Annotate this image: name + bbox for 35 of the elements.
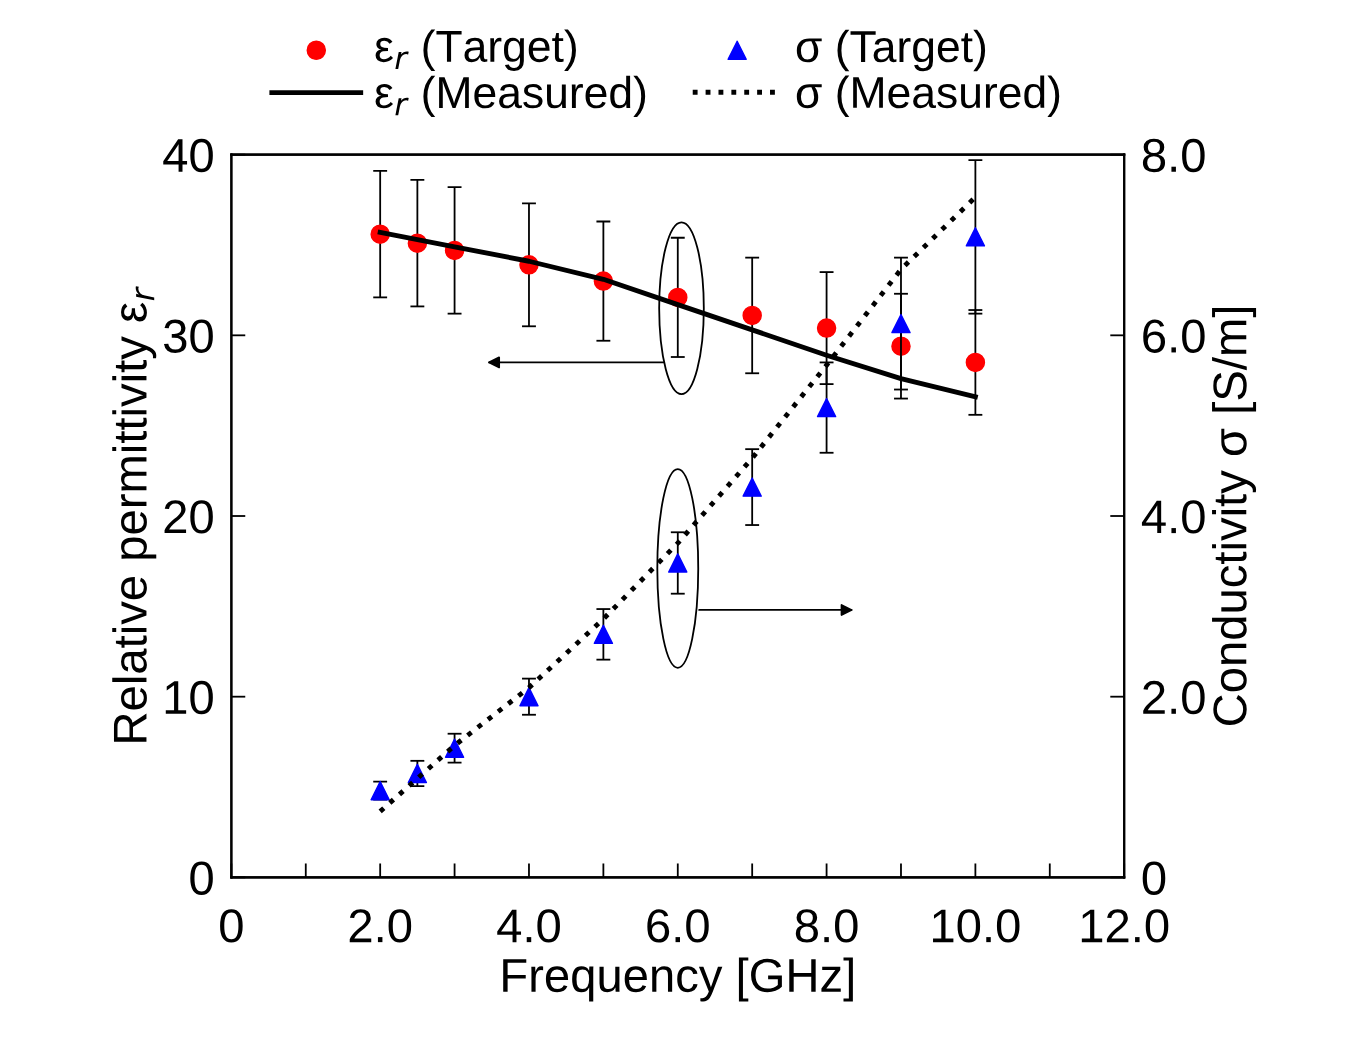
point xyxy=(519,686,539,707)
y-tick-label: 10 xyxy=(165,680,213,715)
x-tick-label: 12.0 xyxy=(1081,909,1169,943)
point xyxy=(816,397,837,418)
y-tick-label: 0 xyxy=(190,861,213,895)
y2-tick-label: 8.0 xyxy=(1142,138,1205,173)
x-tick-label: 0 xyxy=(220,909,243,943)
x-tick-label: 2.0 xyxy=(349,909,412,943)
x-tick-label: 4.0 xyxy=(497,909,560,943)
legend-label: σ (Target) xyxy=(796,29,986,72)
point xyxy=(965,352,986,373)
y2-tick-label: 6.0 xyxy=(1143,319,1205,353)
point xyxy=(891,313,911,334)
y-tick-label: 40 xyxy=(163,138,213,173)
y-tick-label: 20 xyxy=(164,500,213,534)
point xyxy=(444,738,465,758)
x-tick-label: 10.0 xyxy=(933,909,1020,943)
x-tick-label: 8.0 xyxy=(795,909,858,943)
point xyxy=(965,227,986,247)
y2-tick-label: 4.0 xyxy=(1141,500,1205,534)
legend-label: σ (Measured) xyxy=(796,75,1060,117)
point xyxy=(742,477,762,497)
y2-tick-label: 2.0 xyxy=(1143,680,1205,715)
y-axis-title: Relative permittivity ε$_{r}$ xyxy=(112,286,157,742)
point xyxy=(742,305,762,326)
x-tick-label: 6.0 xyxy=(647,909,709,943)
point xyxy=(593,624,614,645)
y2-axis-title: Conductivity σ [S/m] xyxy=(1212,307,1257,725)
y-tick-label: 30 xyxy=(163,319,213,353)
x-axis-title: Frequency [GHz] xyxy=(503,957,853,1002)
y2-tick-label: 0 xyxy=(1142,861,1166,895)
point xyxy=(816,318,837,338)
point xyxy=(668,553,688,573)
legend-label: ε$_{r}$ (Target) xyxy=(375,29,576,71)
legend-label: ε$_{r}$ (Measured) xyxy=(375,75,646,118)
